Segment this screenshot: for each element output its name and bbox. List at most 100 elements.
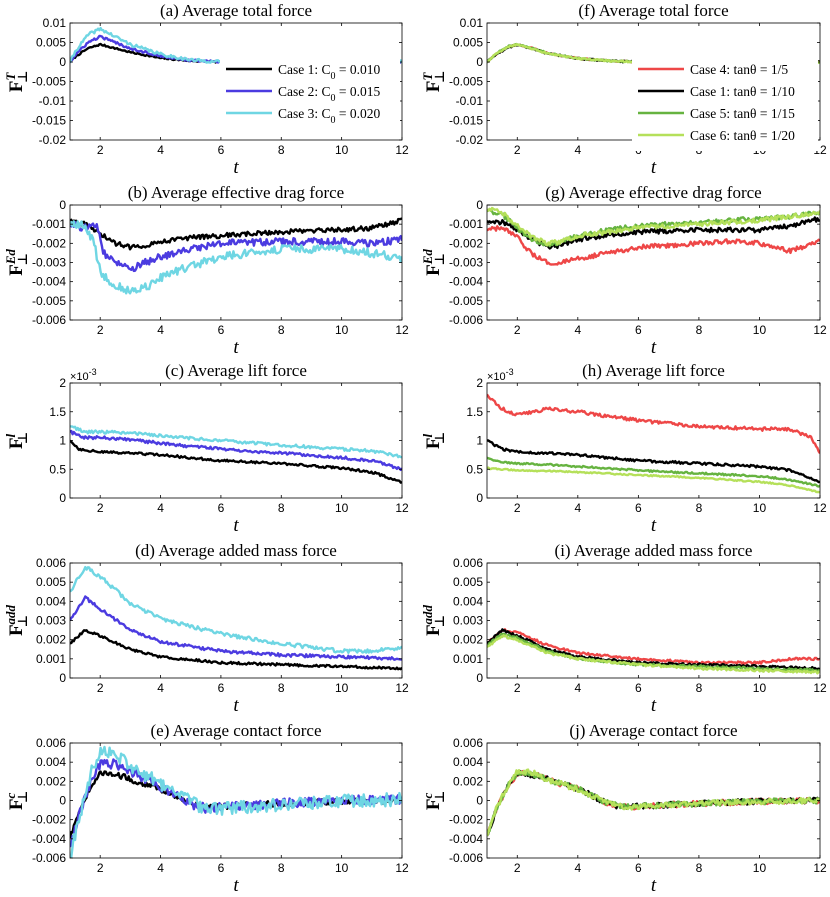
legend-label-case6: Case 6: tanθ = 1/20 [690,128,795,143]
x-tick-label: 4 [157,143,164,157]
series-line-case5 [487,456,820,488]
legend-tail: = 0.015 [336,84,381,99]
x-tick-label: 12 [395,323,409,337]
x-axis-label: t [651,157,657,178]
x-axis-label: t [233,695,239,716]
legend-label-case4: Case 4: tanθ = 1/5 [690,62,788,77]
y-tick-label: 0 [476,198,483,212]
legend-tail: θ = 1/10 [750,84,795,99]
panel-c: (c) Average lift force 0 0.5 1 1.5 2 2 4 6 8 10 12 t… [3,361,409,536]
y-label-superscript: c [420,793,435,799]
panel-title: (h) Average lift force [582,361,725,380]
y-tick-label: 0 [59,794,66,808]
panel-title: (e) Average contact force [151,721,322,740]
y-label-subscript: ⊥ [16,71,31,83]
legend-tail: θ = 1/20 [750,128,795,143]
legend-tail: θ = 1/5 [750,62,788,77]
x-tick-label: 6 [218,143,225,157]
y-exponent-label: ×10-3 [487,367,514,383]
legend-text: Case 2: C [278,84,331,99]
x-tick-label: 4 [157,681,164,695]
series-group [487,393,820,494]
y-tick-label: 0 [476,491,483,505]
axes-box [486,382,821,499]
legend-subscript: 0 [331,93,336,104]
y-tick-label: 0 [476,671,483,685]
x-tick-label: 4 [574,501,581,515]
x-tick-label: 10 [335,323,349,337]
y-tick-label: -0.02 [456,133,484,147]
y-tick-label: 0.003 [453,614,483,628]
y-label-base: F [6,81,27,93]
y-axis-label: Fadd⊥ [3,604,31,636]
y-tick-label: -0.01 [39,94,67,108]
x-axis-label: t [233,157,239,178]
y-tick-label: 0.001 [453,652,483,666]
y-label-base: F [423,81,444,93]
y-label-base: F [6,264,27,276]
x-tick-label: 8 [696,323,703,337]
y-tick-label: -0.004 [449,275,483,289]
y-tick-label: 0.002 [453,633,483,647]
panel-title: (d) Average added mass force [135,541,337,560]
x-tick-label: 6 [218,861,225,875]
x-tick-label: 10 [753,681,767,695]
y-exponent-label: ×10-3 [70,367,97,383]
y-tick-label: 0 [476,55,483,69]
y-tick-label: 1.5 [49,405,66,419]
y-label-subscript: ⊥ [433,615,448,627]
y-label-base: F [6,799,27,811]
panel-d: (d) Average added mass force 0 0.001 0.002 0… [3,541,409,716]
y-tick-label: 0.006 [36,736,66,750]
x-tick-label: 2 [514,323,521,337]
series-line-case1 [487,628,820,671]
panel-title: (a) Average total force [160,1,312,20]
y-label-superscript: c [3,793,18,799]
panel-title: (c) Average lift force [165,361,307,380]
exponent-base: ×10 [487,371,506,383]
panel-title: (i) Average added mass force [555,541,753,560]
series-line-case2 [70,595,402,661]
y-axis-label: Fl⊥ [420,432,448,449]
y-tick-label: 0.005 [453,575,483,589]
x-axis-label: t [651,337,657,358]
x-tick-label: 6 [635,681,642,695]
y-label-subscript: ⊥ [433,432,448,444]
legend-label-case5: Case 5: tanθ = 1/15 [690,106,795,121]
x-tick-label: 12 [813,861,827,875]
y-axis-label: Fc⊥ [3,791,31,810]
y-tick-label: -0.006 [32,313,66,327]
x-tick-label: 2 [514,143,521,157]
y-tick-label: 1 [476,434,483,448]
panel-b: (b) Average effective drag force -0.006 -0… [3,183,409,358]
y-label-subscript: ⊥ [433,253,448,265]
x-tick-label: 6 [635,323,642,337]
panel-title: (f) Average total force [578,1,728,20]
series-line-case3 [70,565,402,654]
y-tick-label: 1 [59,434,66,448]
legend-subscript: 0 [331,71,336,82]
x-tick-label: 2 [97,143,104,157]
y-tick-label: -0.002 [32,236,66,250]
exponent-base: ×10 [70,371,89,383]
legend-text: Case 4: tan [690,62,750,77]
panel-a: (a) Average total force -0.02 -0.015 -0.01 -… [3,1,409,178]
series-line-case6 [487,634,820,675]
y-tick-label: 0.004 [453,755,483,769]
panel-f: (f) Average total force -0.02 -0.015 -0.01 -… [420,1,827,178]
series-line-case3 [70,220,402,295]
y-tick-label: 0.004 [36,755,66,769]
x-tick-label: 8 [278,861,285,875]
y-tick-label: 0 [476,794,483,808]
series-line-case6 [487,768,820,837]
series-line-case1 [70,629,402,671]
y-tick-label: 0 [59,491,66,505]
x-tick-label: 12 [395,501,409,515]
y-tick-label: 0.004 [36,594,66,608]
y-label-subscript: ⊥ [16,791,31,803]
y-tick-label: 0.004 [453,594,483,608]
x-tick-label: 10 [335,681,349,695]
x-tick-label: 10 [753,501,767,515]
legend-label-case2: Case 2: C0 = 0.015 [278,84,380,104]
y-tick-label: -0.015 [449,114,483,128]
